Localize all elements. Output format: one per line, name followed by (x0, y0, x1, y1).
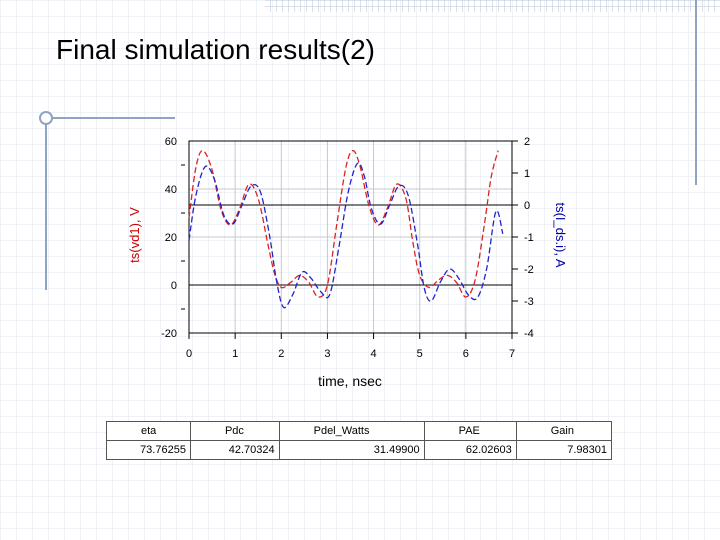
x-tick-label: 5 (417, 348, 423, 360)
header-pdc: Pdc (189, 421, 280, 441)
y-right-tick-label: 0 (524, 200, 530, 212)
y-left-tick-label: 20 (165, 232, 177, 244)
x-tick-label: 4 (371, 348, 377, 360)
y-left-tick-label: 0 (171, 280, 177, 292)
results-header-row: eta Pdc Pdel_Watts PAE Gain (106, 421, 613, 441)
y-right-tick-label: 1 (524, 168, 530, 180)
chart-series (188, 149, 504, 309)
y-right-tick-label: -4 (524, 328, 534, 340)
chart-grid (188, 140, 513, 334)
y-left-axis-label: ts(vd1), V (127, 207, 142, 263)
value-pdel-watts: 31.49900 (278, 440, 425, 460)
y-right-axis-label: ts(I_ds.i), A (553, 202, 568, 267)
header-gain: Gain (515, 421, 613, 441)
value-pdc: 42.70324 (189, 440, 280, 460)
header-pae: PAE (423, 421, 517, 441)
y-left-tick-label: -20 (161, 328, 177, 340)
x-tick-label: 1 (232, 348, 238, 360)
value-eta: 73.76255 (106, 440, 191, 460)
results-table: eta Pdc Pdel_Watts PAE Gain 73.76255 42.… (106, 421, 613, 460)
x-tick-label: 2 (278, 348, 284, 360)
results-value-row: 73.76255 42.70324 31.49900 62.02603 7.98… (106, 440, 613, 460)
slide-title: Final simulation results(2) (56, 34, 375, 65)
y-left-tick-label: 40 (165, 184, 177, 196)
y-right-tick-label: 2 (524, 136, 530, 148)
value-pae: 62.02603 (423, 440, 517, 460)
y-right-tick-label: -2 (524, 264, 534, 276)
x-tick-label: 7 (509, 348, 515, 360)
y-left-tick-label: 60 (165, 136, 177, 148)
x-tick-label: 6 (463, 348, 469, 360)
header-pdel-watts: Pdel_Watts (278, 421, 425, 441)
x-tick-label: 0 (186, 348, 192, 360)
chart-ticks: 0 1 2 3 4 5 6 7 -20 0 20 40 60 -4 -3 -2 -1 0 1 2 (161, 136, 534, 360)
reference-lines (189, 204, 512, 286)
x-tick-label: 3 (324, 348, 330, 360)
y-right-tick-label: -3 (524, 296, 534, 308)
value-gain: 7.98301 (515, 440, 613, 460)
header-eta: eta (106, 421, 191, 441)
x-axis-label: time, nsec (318, 373, 382, 389)
y-right-tick-label: -1 (524, 232, 534, 244)
series-line-blue (188, 162, 504, 309)
